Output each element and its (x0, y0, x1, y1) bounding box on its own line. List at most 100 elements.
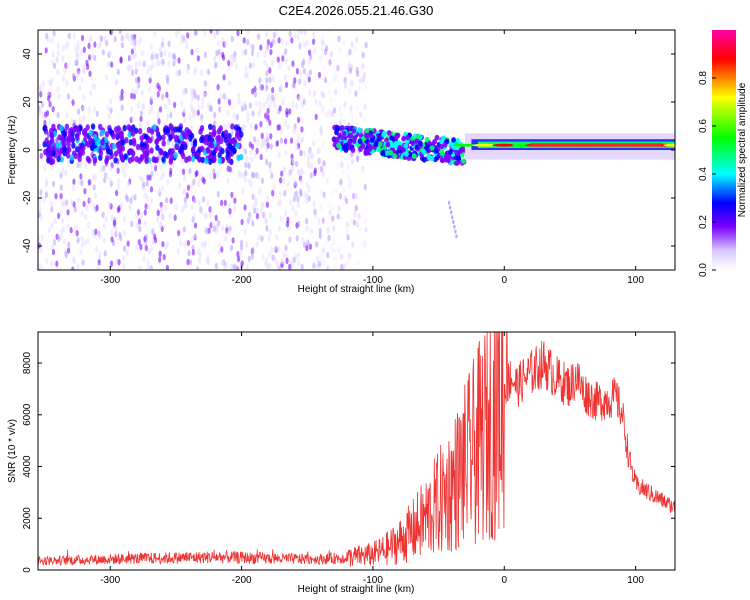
heatmap-cell (302, 67, 306, 75)
heatmap-cell (193, 69, 197, 76)
heatmap-cell (83, 130, 88, 138)
heatmap-cell (253, 152, 257, 159)
heatmap-cell (75, 134, 80, 141)
heatmap-cell (296, 34, 300, 41)
heatmap-cell (265, 159, 269, 166)
heatmap-cell (248, 141, 252, 148)
heatmap-cell (268, 212, 273, 219)
heatmap-cell (313, 167, 317, 174)
heatmap-cell (271, 94, 275, 101)
heatmap-cell (56, 111, 60, 119)
heatmap-cell (59, 184, 63, 191)
heatmap-cell (257, 110, 261, 118)
heatmap-cell (81, 105, 85, 113)
heatmap-cell (315, 241, 319, 248)
heatmap-cell (451, 137, 456, 143)
heatmap-cell (250, 49, 254, 56)
heatmap-cell (206, 254, 210, 261)
heatmap-cell (253, 136, 257, 143)
heatmap-cell (222, 74, 226, 81)
heatmap-cell (116, 147, 122, 154)
heatmap-cell (265, 136, 269, 144)
heatmap-cell (113, 150, 119, 157)
heatmap-cell (89, 198, 93, 205)
heatmap-cell (439, 138, 444, 145)
heatmap-cell (297, 116, 301, 124)
heatmap-cell (193, 93, 197, 100)
heatmap-cell (45, 178, 49, 186)
heatmap-cell (241, 49, 245, 56)
heatmap-cell (259, 44, 263, 51)
heatmap-cell (120, 88, 124, 96)
heatmap-cell (229, 54, 233, 61)
heatmap-cell (173, 152, 178, 159)
heatmap-cell (223, 199, 227, 206)
bottom-x-tick-label: 100 (627, 575, 644, 586)
heatmap-cell (45, 32, 49, 40)
heatmap-cell (307, 76, 311, 83)
heatmap-cell (206, 199, 210, 206)
heatmap-cell (251, 44, 255, 51)
heatmap-cell (357, 127, 362, 134)
top-x-axis-label: Height of straight line (km) (298, 284, 415, 295)
heatmap-cell (65, 79, 69, 87)
heatmap-cell (260, 142, 264, 149)
heatmap-cell (256, 173, 260, 180)
heatmap-cell (265, 201, 269, 208)
heatmap-cell (320, 253, 324, 261)
heatmap-cell (261, 254, 265, 261)
heatmap-cell (82, 93, 86, 101)
heatmap-cell (242, 37, 246, 44)
heatmap-cell (172, 53, 176, 60)
heatmap-cell (434, 134, 440, 141)
heatmap-cell (357, 213, 361, 220)
heatmap-cell (312, 31, 316, 38)
heatmap-cell (175, 31, 179, 38)
heatmap-cell (377, 141, 383, 147)
heatmap-cell (297, 251, 301, 258)
heatmap-cell (72, 178, 76, 185)
heatmap-cell (268, 119, 272, 126)
heatmap-cell (211, 149, 217, 156)
heatmap-cell (331, 235, 335, 242)
heatmap-cell (129, 197, 133, 205)
heatmap-cell (209, 142, 215, 149)
heatmap-cell (104, 74, 108, 81)
heatmap-cell (346, 258, 350, 265)
heatmap-cell (211, 220, 215, 227)
heatmap-cell (355, 105, 359, 112)
heatmap-cell (223, 235, 228, 242)
heatmap-cell (284, 149, 288, 156)
heatmap-cell (151, 238, 155, 245)
heatmap-cell (110, 215, 114, 222)
heatmap-cell (59, 209, 63, 216)
top-y-tick-label: 20 (22, 96, 33, 108)
heatmap-cell (124, 137, 129, 144)
heatmap-cell (39, 214, 44, 222)
heatmap-cell (348, 178, 352, 186)
heatmap-cell (321, 33, 325, 40)
heatmap-cell (161, 93, 165, 101)
heatmap-cell (182, 89, 186, 96)
heatmap-cell (88, 136, 93, 144)
heatmap-cell (440, 151, 445, 157)
heatmap-cell (429, 155, 435, 162)
heatmap-cell (336, 142, 341, 149)
heatmap-cell (69, 136, 74, 143)
heatmap-cell (149, 186, 154, 193)
heatmap-cell (294, 190, 298, 197)
heatmap-cell (137, 218, 142, 225)
heatmap-cell (334, 75, 338, 82)
heatmap-cell (350, 80, 354, 87)
heatmap-cell (246, 217, 250, 224)
heatmap-cell (354, 205, 358, 212)
heatmap-cell (211, 131, 216, 138)
heatmap-cell (414, 144, 420, 150)
heatmap-cell (124, 193, 128, 201)
heatmap-cell (188, 113, 192, 121)
heatmap-cell (61, 201, 65, 208)
heatmap-cell (200, 103, 204, 110)
heatmap-cell (348, 252, 352, 259)
heatmap-cell (167, 60, 171, 67)
heatmap-cell (363, 103, 367, 111)
